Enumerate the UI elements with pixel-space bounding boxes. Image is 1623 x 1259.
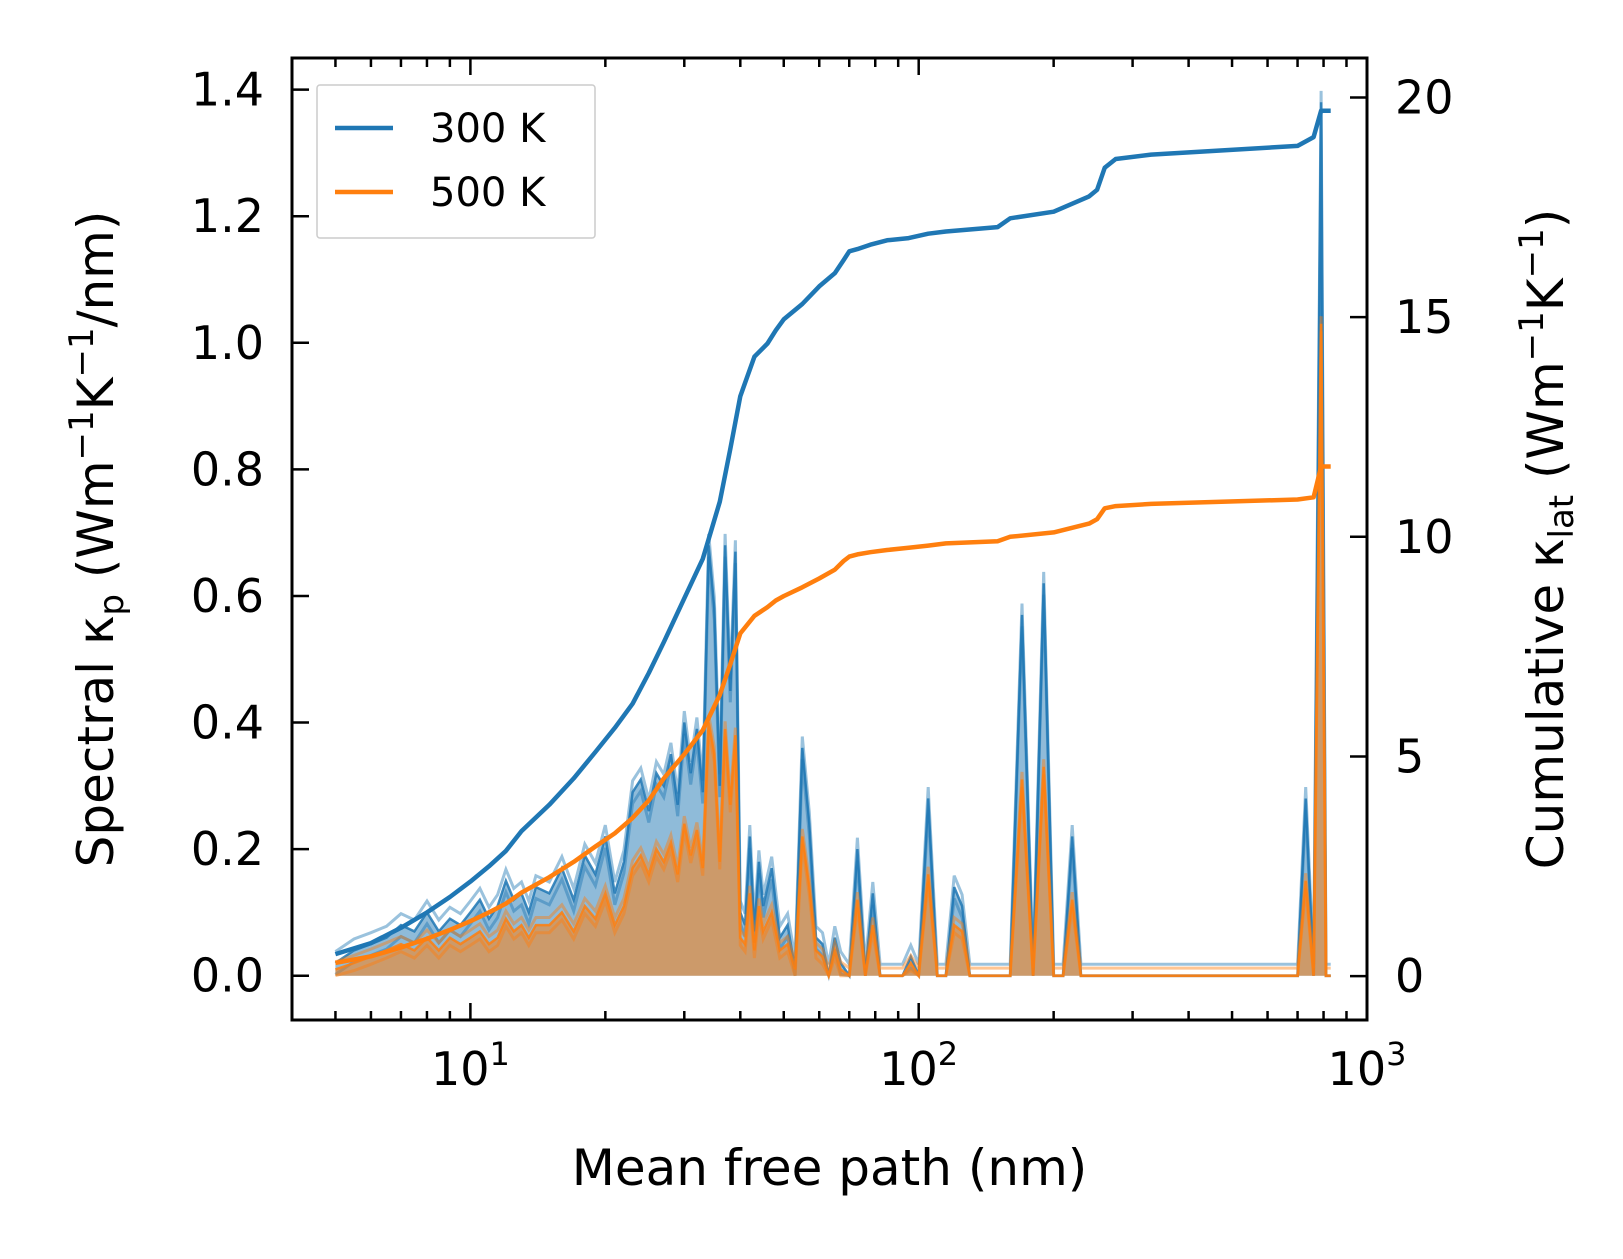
right-y-label-part: ) xyxy=(1517,209,1575,229)
right-y-tick-label: 15 xyxy=(1395,290,1454,344)
right-y-axis-label: Cumulative κlat (Wm−1K−1) xyxy=(1512,209,1582,869)
x-tick-label: 101 xyxy=(431,1035,510,1096)
right-y-label-part: Cumulative κ xyxy=(1517,538,1575,869)
spectral-band-upper-1 xyxy=(334,316,1331,974)
spectral-band-lower-1 xyxy=(335,331,1331,980)
plot-frame xyxy=(290,56,1369,1022)
legend-box xyxy=(316,84,596,239)
x-tick-base: 10 xyxy=(1328,1042,1387,1096)
left-y-tick-label: 0.6 xyxy=(191,569,264,623)
left-y-tick-label: 1.2 xyxy=(191,189,264,243)
right-y-label-sub: lat xyxy=(1542,495,1582,539)
x-tick-exponent: 1 xyxy=(489,1035,509,1073)
left-y-label-part: K xyxy=(67,376,125,410)
x-tick-base: 10 xyxy=(879,1042,938,1096)
cumulative-line-500k xyxy=(334,464,1331,966)
right-y-tick-label: 5 xyxy=(1395,729,1424,783)
left-y-label-sub: p xyxy=(92,594,132,616)
left-y-tick-label: 0.2 xyxy=(191,822,264,876)
right-y-label-part: (Wm xyxy=(1517,361,1575,495)
left-y-label-sup: −1 xyxy=(62,410,102,460)
spectral-band-upper-0 xyxy=(334,90,1331,969)
left-y-tick-label: 0.4 xyxy=(191,696,264,750)
left-y-tick-label: 1.4 xyxy=(191,63,264,117)
x-tick-label: 103 xyxy=(1328,1035,1407,1096)
x-tick-base: 10 xyxy=(431,1042,490,1096)
left-y-tick-label: 1.0 xyxy=(191,316,264,370)
left-y-axis-label: Spectral κp (Wm−1K−1/nm) xyxy=(62,211,132,868)
right-y-label-sup: −1 xyxy=(1512,228,1552,278)
x-tick-label: 102 xyxy=(879,1035,958,1096)
legend-label-500k: 500 K xyxy=(430,170,547,216)
legend-label-300k: 300 K xyxy=(430,106,547,152)
axis-ticks: 101 102 1030.00.20.40.60.81.01.21.40510152… xyxy=(191,58,1454,1096)
spectral-fill-1 xyxy=(335,323,1331,976)
left-y-label-part: (Wm xyxy=(67,460,125,594)
right-y-label-part: K xyxy=(1517,277,1575,311)
x-tick-exponent: 3 xyxy=(1386,1035,1406,1073)
left-y-label-part: /nm) xyxy=(67,211,125,328)
spectral-line-1 xyxy=(334,323,1331,981)
right-y-tick-label: 0 xyxy=(1395,949,1424,1003)
cumulative-line-300k xyxy=(334,108,1331,957)
legend: 300 K 500 K xyxy=(316,84,596,239)
left-y-tick-label: 0.8 xyxy=(191,442,264,496)
x-axis-label: Mean free path (nm) xyxy=(572,1139,1088,1197)
x-tick-exponent: 2 xyxy=(938,1035,958,1073)
right-y-label-sup: −1 xyxy=(1512,311,1552,361)
spectral-fills xyxy=(334,90,1331,982)
right-y-tick-label: 20 xyxy=(1395,71,1454,125)
left-y-label-part: Spectral κ xyxy=(67,616,125,868)
left-y-label-sup: −1 xyxy=(62,327,102,377)
spectral-band-lower-0 xyxy=(334,113,1331,982)
cumulative-lines xyxy=(334,108,1331,966)
left-y-tick-label: 0.0 xyxy=(191,949,264,1003)
right-y-tick-label: 10 xyxy=(1395,510,1454,564)
spectral-line-0 xyxy=(334,102,1331,980)
